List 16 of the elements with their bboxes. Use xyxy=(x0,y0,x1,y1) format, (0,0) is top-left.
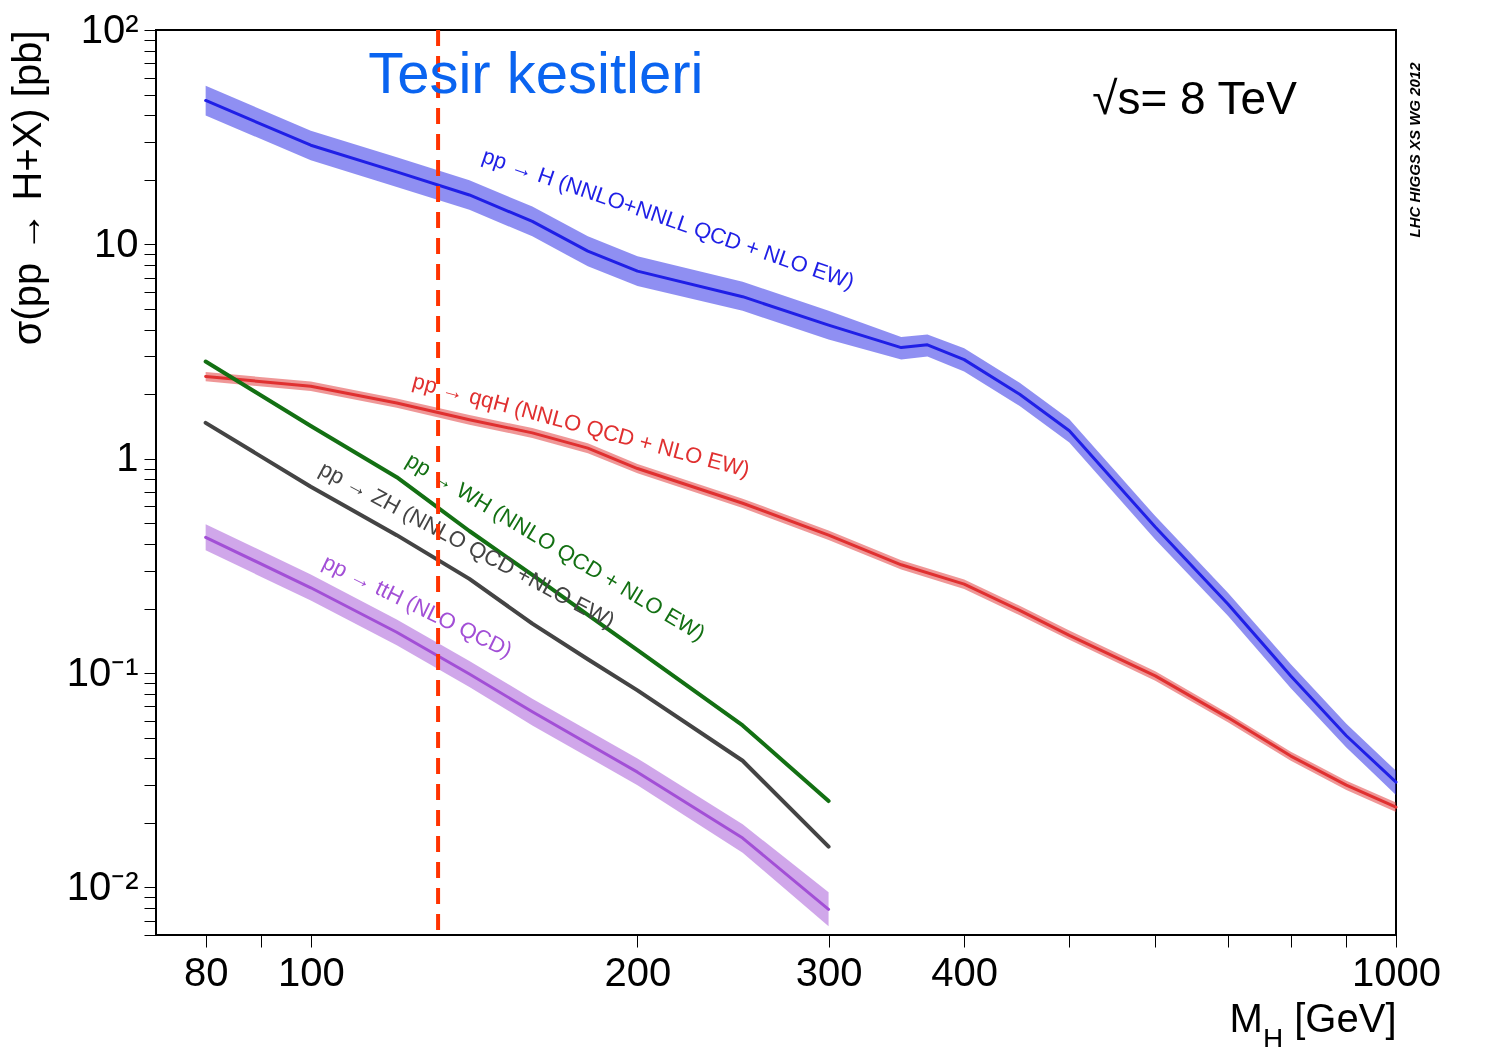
x-tick-label: 1000 xyxy=(1352,949,1441,994)
annotation: √s= 8 TeV xyxy=(1092,72,1298,124)
y-tick-label: 10 xyxy=(94,220,139,265)
y-tick-label: 10⁻² xyxy=(66,863,139,908)
x-axis-title: M$_{H}$ [GeV] xyxy=(1229,995,1397,1053)
y-axis-title: σ(pp → H+X) [pb] xyxy=(4,30,49,346)
x-tick-label: 100 xyxy=(277,949,345,994)
x-tick-label: 400 xyxy=(931,949,999,994)
y-tick-label: 1 xyxy=(116,435,139,480)
x-tick-label: 200 xyxy=(604,949,672,994)
x-tick-label: 80 xyxy=(183,949,229,994)
text: LHC HIGGS XS WG 2012 xyxy=(1405,61,1423,238)
y-tick-label: 10² xyxy=(80,6,139,51)
x-tick-label: 300 xyxy=(795,949,863,994)
y-tick-label: 10⁻¹ xyxy=(66,649,139,694)
chart-title: Tesir kesitleri xyxy=(368,40,704,105)
